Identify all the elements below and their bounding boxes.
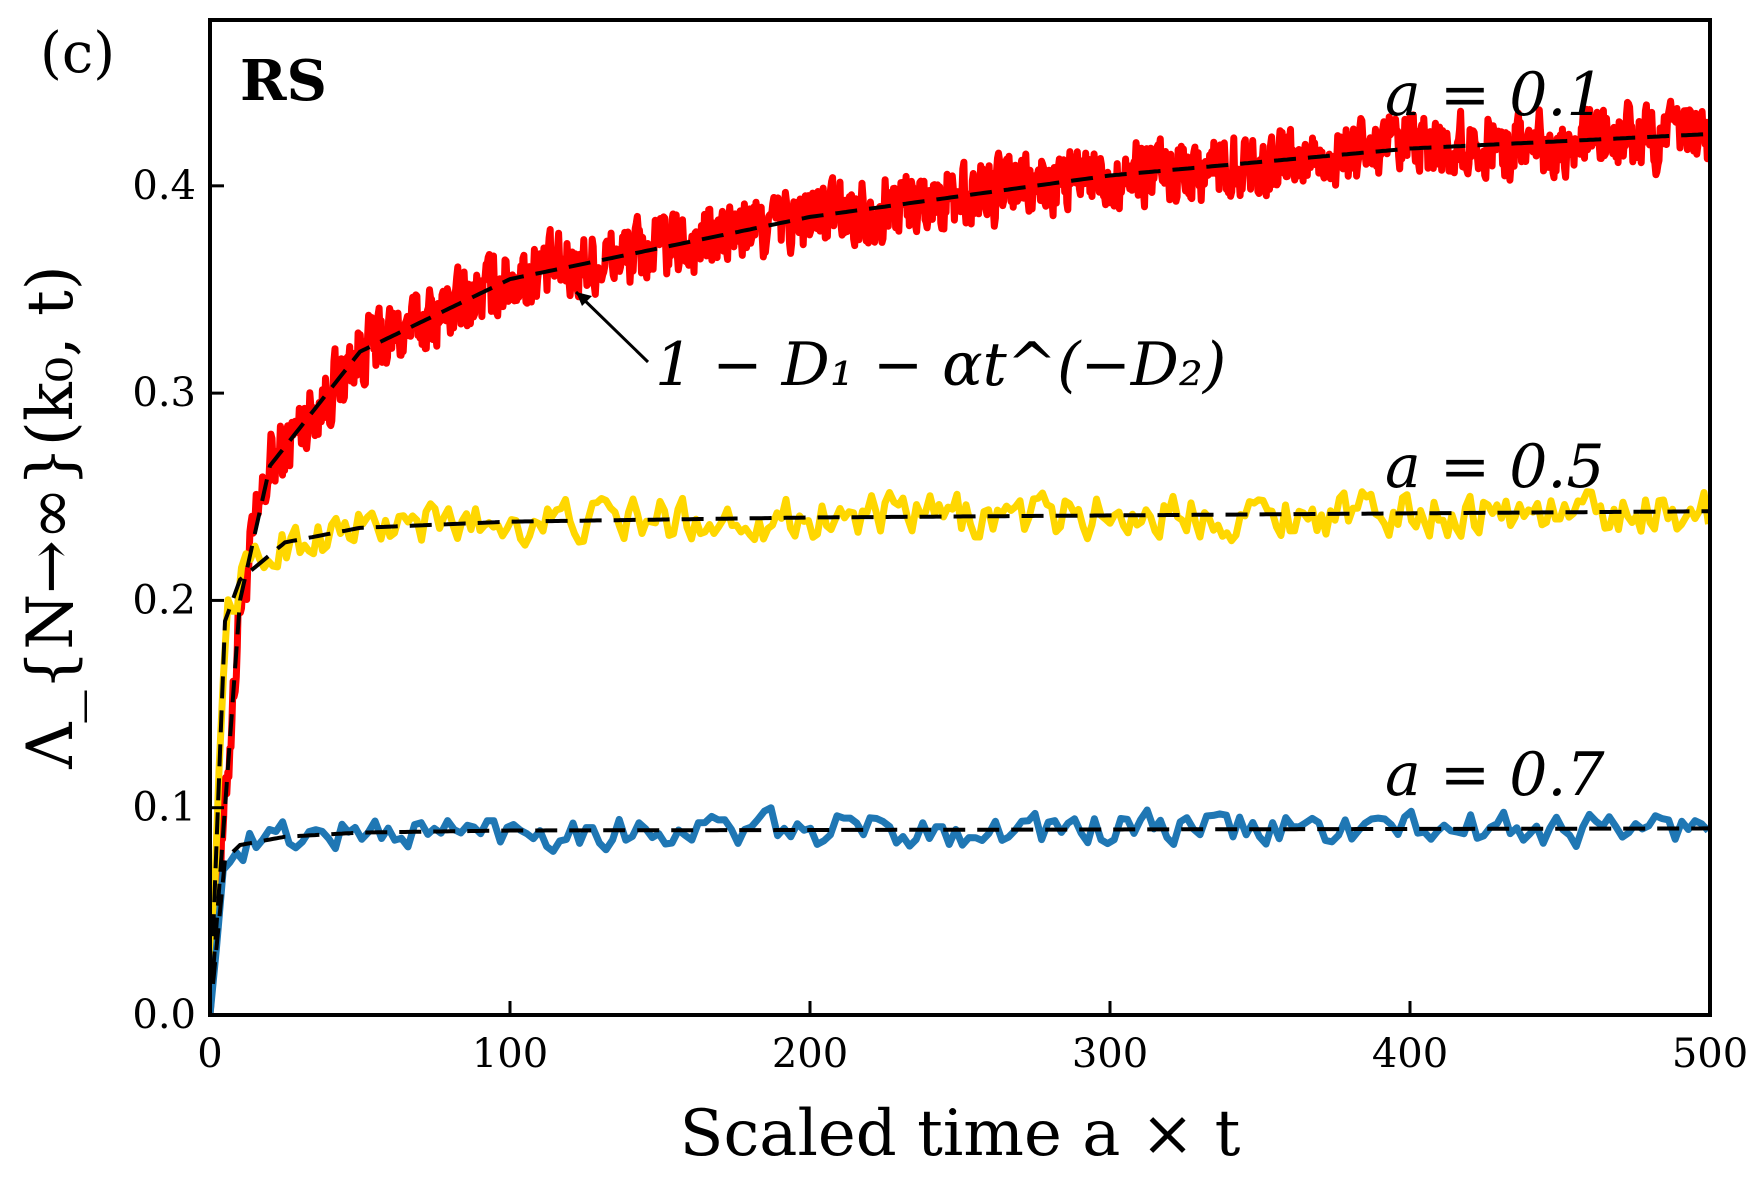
x-tick-label: 500 [1672, 1031, 1748, 1077]
fit-layer [211, 132, 1710, 985]
fit-annotation-arrow [574, 290, 650, 364]
series-line-a07 [210, 804, 1710, 1015]
y-tick-label: 0.1 [132, 785, 196, 831]
fit-line-a07 [211, 826, 1710, 985]
fit-label: 1 − D₁ − αt^(−D₂) [655, 330, 1226, 400]
x-tick-label: 400 [1372, 1031, 1448, 1077]
panel-title: RS [240, 48, 327, 114]
fit-annotation-arrowhead [576, 292, 592, 306]
series-label-a07: a = 0.7 [1385, 740, 1605, 810]
series-line-a01 [210, 97, 1710, 1015]
plot-frame [208, 18, 1712, 1017]
series-line-a05 [210, 488, 1710, 1015]
y-tick-label: 0.0 [132, 992, 196, 1038]
y-axis-ticks: 0.0 0.1 0.2 0.3 0.4 [132, 163, 224, 1038]
x-tick-label: 100 [472, 1031, 548, 1077]
x-axis-title: Scaled time a × t [680, 1097, 1241, 1171]
x-tick-label: 200 [772, 1031, 848, 1077]
y-axis-title: Λ_{N→∞}(k₀, t) [14, 265, 88, 769]
x-tick-label: 0 [197, 1031, 222, 1077]
fit-line-a05 [211, 509, 1710, 937]
series-layer [210, 97, 1710, 1015]
y-tick-label: 0.4 [132, 163, 196, 209]
series-label-a05: a = 0.5 [1385, 432, 1605, 502]
y-tick-label: 0.2 [132, 577, 196, 623]
series-label-a01: a = 0.1 [1385, 60, 1605, 130]
panel-label: (c) [40, 21, 115, 86]
fit-line-a01 [211, 132, 1710, 974]
x-axis-ticks: 0 100 200 300 400 500 [197, 1001, 1748, 1077]
x-tick-label: 300 [1072, 1031, 1148, 1077]
y-tick-label: 0.3 [132, 370, 196, 416]
